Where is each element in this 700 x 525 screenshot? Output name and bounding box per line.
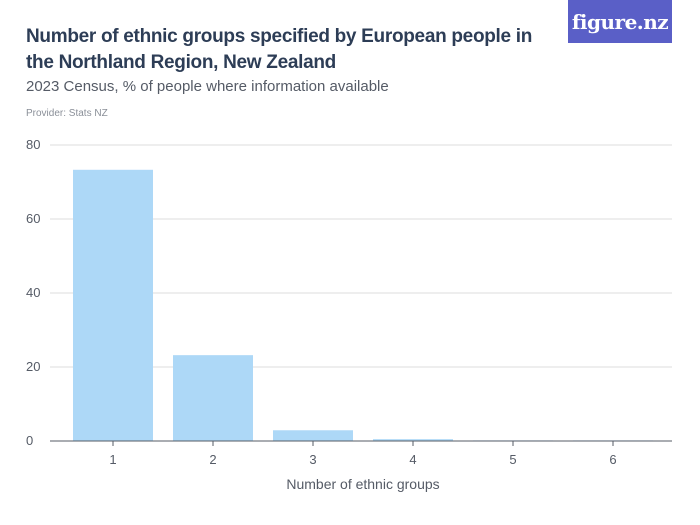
x-tick-label: 4: [409, 452, 416, 467]
y-tick-label: 20: [26, 359, 40, 374]
chart-title: Number of ethnic groups specified by Eur…: [26, 26, 533, 73]
bars: [73, 169, 653, 442]
x-axis-title: Number of ethnic groups: [286, 476, 439, 492]
y-tick-label: 80: [26, 137, 40, 152]
bar-1[interactable]: [73, 169, 153, 442]
bar-2[interactable]: [173, 355, 253, 441]
x-tick-label: 3: [309, 452, 316, 467]
chart-subtitle: 2023 Census, % of people where informati…: [26, 78, 389, 95]
provider-label: Provider: Stats NZ: [26, 108, 108, 119]
bar-4[interactable]: [373, 439, 453, 441]
gridlines: [50, 144, 672, 368]
y-tick-label: 60: [26, 211, 40, 226]
x-axis-ticks: 1 2 3 4 5 6: [109, 441, 617, 467]
bar-3[interactable]: [273, 430, 353, 441]
x-tick-label: 6: [609, 452, 616, 467]
y-tick-label: 0: [26, 433, 33, 448]
y-tick-label: 40: [26, 285, 40, 300]
figure-nz-logo[interactable]: figure.nz: [568, 0, 672, 43]
x-tick-label: 5: [509, 452, 516, 467]
y-axis-ticks: 0 20 40 60 80: [26, 137, 40, 448]
x-tick-label: 1: [109, 452, 116, 467]
x-tick-label: 2: [209, 452, 216, 467]
